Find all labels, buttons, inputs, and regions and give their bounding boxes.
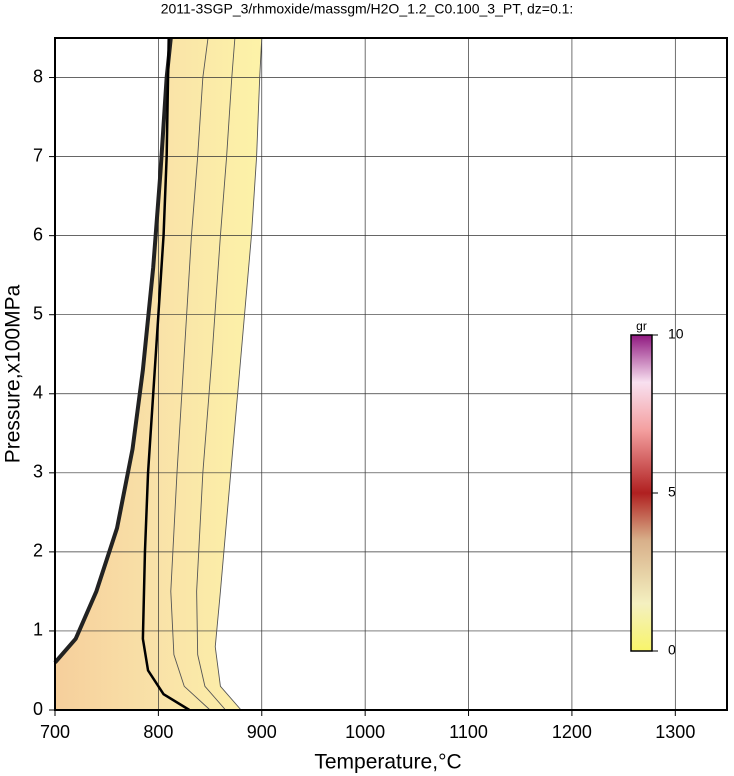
contour-line [141,37,191,712]
x-tick-label: 1300 [655,722,695,742]
y-tick-label: 8 [33,66,43,86]
contour-line [214,37,263,711]
y-tick-label: 3 [33,462,43,482]
y-tick-label: 4 [33,383,43,403]
y-tick-label: 1 [33,620,43,640]
x-tick-label: 1100 [449,722,488,742]
x-tick-label: 900 [247,722,277,742]
colorbar [630,334,653,652]
plot-frame [54,37,728,711]
y-axis-label: Pressure,x100MPa [2,284,25,463]
colorbar-tick-label: 10 [668,326,684,342]
colorbar-tick-label: 0 [668,642,676,658]
x-axis-label: Temperature,°C [314,751,461,774]
y-tick-label: 0 [33,699,43,719]
y-tick-label: 6 [33,224,43,244]
colorbar-tick-label: 5 [668,484,676,500]
x-tick-label: 700 [40,722,70,742]
x-tick-label: 1200 [552,722,592,742]
contour-line [53,37,173,664]
y-tick-label: 2 [33,541,43,561]
contour-line [170,37,211,711]
y-tick-label: 5 [33,303,43,323]
y-tick-label: 7 [33,145,43,165]
chart-title: 2011-3SGP_3/rhmoxide/massgm/H2O_1.2_C0.1… [161,1,574,17]
x-tick-label: 800 [143,722,173,742]
x-tick-label: 1000 [345,722,385,742]
colorbar-label: gr [636,319,647,333]
contour-line [196,37,236,711]
